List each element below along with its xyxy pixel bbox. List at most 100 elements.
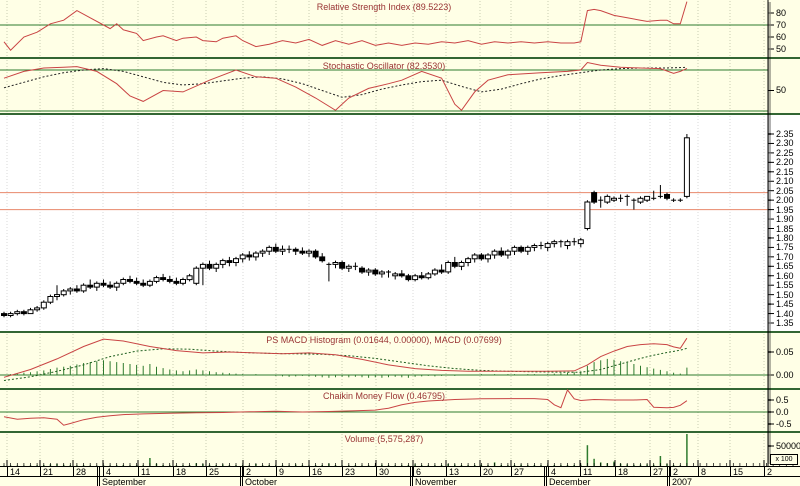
y-axis-label: 1.40 bbox=[776, 309, 794, 319]
gridlines-price bbox=[6, 116, 765, 330]
y-axis-label: 0.00 bbox=[776, 370, 794, 380]
x-axis-tick-line bbox=[103, 467, 104, 476]
month-divider-line bbox=[240, 466, 241, 486]
y-axis-label: 2.00 bbox=[776, 195, 794, 205]
x-axis-tick-line bbox=[138, 467, 139, 476]
x-axis-date-label: 21 bbox=[43, 467, 54, 477]
x-axis-tick-line bbox=[730, 467, 731, 476]
y-axis-label: 1.50 bbox=[776, 290, 794, 300]
x-axis-date-label: 16 bbox=[312, 467, 323, 477]
rsi-panel[interactable] bbox=[0, 0, 800, 57]
support-lines bbox=[0, 192, 768, 211]
x-axis-tick-line bbox=[276, 467, 277, 476]
x-axis-date-label: 6 bbox=[416, 467, 422, 477]
gridlines-rsi bbox=[6, 1, 765, 56]
y-axis-label: 0.5 bbox=[776, 395, 789, 405]
stochastic-d-line bbox=[3, 66, 687, 98]
cmf-title: Chaikin Money Flow (0.46795) bbox=[322, 391, 446, 401]
x-axis-date-label: 4 bbox=[551, 467, 557, 477]
month-divider-line bbox=[97, 466, 98, 486]
volume-multiplier-badge: x 100 bbox=[770, 454, 798, 465]
x-axis-date-label: 20 bbox=[483, 467, 494, 477]
rsi-title: Relative Strength Index (89.5223) bbox=[316, 2, 452, 12]
x-axis-tick-line bbox=[548, 467, 549, 476]
x-axis-date-label: 2 bbox=[673, 467, 679, 477]
y-axis-label: 2.20 bbox=[776, 157, 794, 167]
x-axis-month-label: December bbox=[549, 477, 591, 486]
x-axis-tick-line bbox=[7, 467, 8, 476]
y-axis-label: 2.05 bbox=[776, 186, 794, 196]
stochastic-k-line bbox=[3, 61, 688, 112]
y-axis-label: 2.10 bbox=[776, 176, 794, 186]
x-axis-tick-line bbox=[580, 467, 581, 476]
month-divider-line bbox=[242, 466, 243, 486]
x-axis-date-label: 25 bbox=[209, 467, 220, 477]
y-axis-label: 80 bbox=[776, 8, 787, 18]
x-axis-tick-line bbox=[764, 467, 765, 476]
y-axis-label: 70 bbox=[776, 20, 787, 30]
volume-panel[interactable] bbox=[0, 433, 800, 466]
x-axis-month-label: September bbox=[102, 477, 147, 486]
x-axis-date-label: 9 bbox=[279, 467, 285, 477]
y-axis-label: -0.5 bbox=[776, 419, 792, 429]
month-divider-line bbox=[544, 466, 545, 486]
gridlines-vol bbox=[6, 434, 765, 465]
x-axis-tick-line bbox=[511, 467, 512, 476]
x-axis-tick-line bbox=[446, 467, 447, 476]
x-axis-tick-line bbox=[670, 467, 671, 476]
y-axis-label: 1.80 bbox=[776, 233, 794, 243]
macd-title: PS MACD Histogram (0.01644, 0.00000), MA… bbox=[266, 335, 502, 345]
x-axis-tick-line bbox=[342, 467, 343, 476]
x-axis-date-label: 14 bbox=[10, 467, 21, 477]
y-axis-label: 1.70 bbox=[776, 252, 794, 262]
x-axis-month-row bbox=[0, 477, 800, 486]
month-divider-line bbox=[412, 466, 413, 486]
panel-separator bbox=[0, 113, 800, 115]
y-axis-label: 0.0 bbox=[776, 407, 789, 417]
cmf-panel[interactable] bbox=[0, 390, 800, 431]
x-axis-tick-line bbox=[615, 467, 616, 476]
volume-title: Volume (5,575,287) bbox=[344, 434, 424, 444]
y-axis-label: 50 bbox=[776, 44, 787, 54]
x-axis-date-label: 18 bbox=[176, 467, 187, 477]
gridlines-cmf bbox=[6, 391, 765, 430]
stochastic-panel[interactable] bbox=[0, 59, 800, 113]
x-axis-tick-line bbox=[413, 467, 414, 476]
rsi-line bbox=[3, 1, 688, 51]
x-axis-tick-line bbox=[206, 467, 207, 476]
x-axis-date-label: 23 bbox=[345, 467, 356, 477]
x-axis-date-label: 2 bbox=[767, 467, 773, 477]
panel-separator bbox=[0, 331, 800, 333]
y-axis-label: 50000 bbox=[776, 441, 800, 451]
x-axis-tick-line bbox=[243, 467, 244, 476]
y-axis-label: 0.05 bbox=[776, 347, 794, 357]
x-axis-date-label: 15 bbox=[733, 467, 744, 477]
x-axis-date-label: 30 bbox=[379, 467, 390, 477]
y-axis-label: 2.15 bbox=[776, 167, 794, 177]
month-divider-line bbox=[667, 466, 668, 486]
x-axis-date-label: 8 bbox=[701, 467, 707, 477]
x-axis-date-label: 13 bbox=[449, 467, 460, 477]
x-axis-ticks bbox=[3, 460, 794, 466]
candlesticks bbox=[1, 134, 690, 318]
panel-separator bbox=[0, 388, 800, 390]
month-divider-line bbox=[99, 466, 100, 486]
stochastic-title: Stochastic Oscillator (82.3530) bbox=[322, 61, 446, 71]
y-axis-label: 1.75 bbox=[776, 242, 794, 252]
x-axis-date-label: 18 bbox=[618, 467, 629, 477]
right-axis bbox=[767, 0, 771, 466]
macd-panel[interactable] bbox=[0, 333, 800, 388]
y-axis-label: 1.35 bbox=[776, 318, 794, 328]
x-axis-date-label: 28 bbox=[76, 467, 87, 477]
y-axis-label: 2.30 bbox=[776, 138, 794, 148]
x-axis-date-row bbox=[0, 466, 800, 477]
x-axis-date-label: 2 bbox=[246, 467, 252, 477]
x-axis-tick-line bbox=[376, 467, 377, 476]
x-axis-month-label: October bbox=[245, 477, 278, 486]
x-axis-date-label: 11 bbox=[583, 467, 593, 477]
month-divider-line bbox=[546, 466, 547, 486]
x-axis-month-label: November bbox=[415, 477, 457, 486]
price-panel[interactable] bbox=[0, 115, 800, 331]
x-axis-month-label: 2007 bbox=[672, 477, 693, 486]
